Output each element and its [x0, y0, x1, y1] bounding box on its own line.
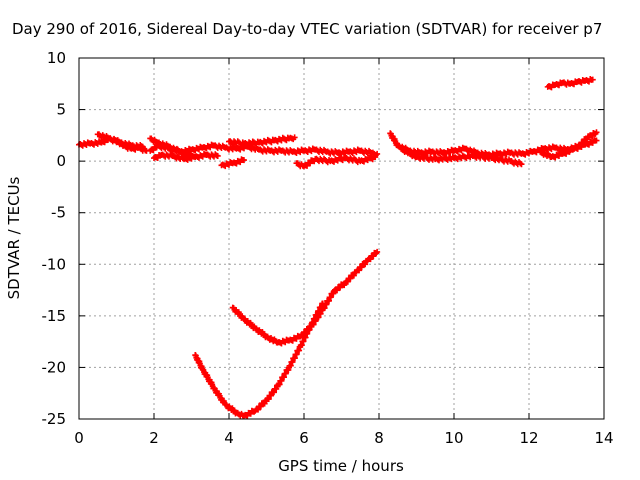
x-tick-label: 4 [224, 429, 234, 447]
y-tick-label: 0 [56, 152, 66, 170]
y-tick-label: 10 [47, 49, 66, 67]
data-point [337, 284, 344, 291]
data-point [241, 157, 247, 164]
y-tick-label: -5 [51, 204, 66, 222]
data-point [593, 129, 600, 136]
data-point [374, 248, 381, 255]
data-point [350, 272, 357, 279]
data-point [302, 329, 309, 336]
data-point [370, 253, 377, 260]
y-tick-label: -15 [42, 307, 67, 325]
data-point [518, 161, 525, 168]
y-tick-label: -10 [42, 255, 67, 273]
data-point [347, 275, 354, 282]
data-point [358, 264, 365, 271]
data-point [356, 267, 363, 274]
data-point [306, 326, 313, 333]
x-tick-labels: 0 2 4 6 8 10 12 14 [74, 58, 614, 447]
y-tick-label: -25 [42, 410, 67, 428]
x-tick-label: 6 [299, 429, 309, 447]
data-point [300, 332, 307, 339]
x-tick-label: 12 [519, 429, 538, 447]
data-point [367, 256, 374, 263]
x-tick-label: 0 [74, 429, 84, 447]
data-point [261, 400, 268, 407]
data-point [589, 76, 596, 83]
data-point [593, 137, 600, 144]
y-axis-label: SDTVAR / TECUs [5, 176, 23, 299]
x-tick-label: 2 [149, 429, 159, 447]
data-point [372, 154, 379, 161]
data-point [255, 406, 262, 413]
x-tick-label: 10 [444, 429, 463, 447]
data-point [344, 278, 351, 285]
grid [79, 58, 604, 419]
data-point [362, 261, 369, 268]
x-tick-label: 14 [594, 429, 613, 447]
data-point [291, 134, 298, 141]
y-tick-label: 5 [56, 101, 66, 119]
data-point [139, 143, 146, 150]
chart-title: Day 290 of 2016, Sidereal Day-to-day VTE… [12, 20, 602, 38]
data-point [374, 150, 381, 157]
data-point [257, 403, 264, 410]
y-tick-labels: -25 -20 -15 -10 -5 0 5 10 [42, 49, 604, 428]
data-point [214, 152, 221, 159]
plot-frame [78, 57, 605, 420]
x-tick-label: 8 [374, 429, 384, 447]
data-points [76, 76, 600, 419]
x-axis-label: GPS time / hours [278, 457, 404, 475]
y-tick-label: -20 [42, 358, 67, 376]
